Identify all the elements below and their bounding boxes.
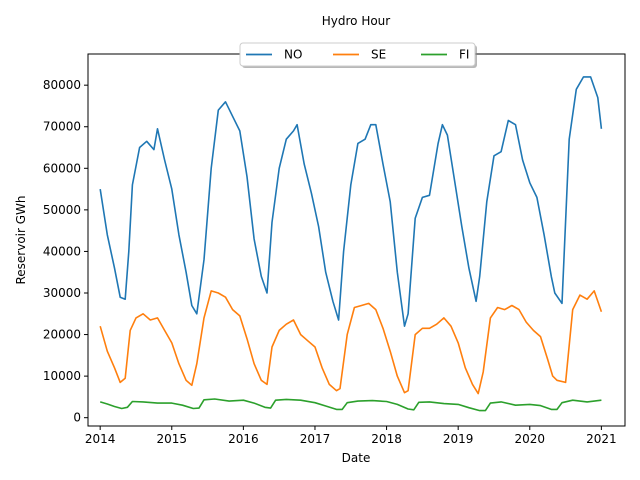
- series-layer: [99, 76, 603, 412]
- x-axis-label: Date: [342, 451, 371, 465]
- y-axis-label: Reservoir GWh: [14, 195, 28, 284]
- x-tick-label: 2014: [85, 432, 116, 446]
- legend: NO SE FI: [239, 42, 477, 68]
- y-tick-label: 60000: [43, 161, 81, 175]
- y-tick-label: 80000: [43, 78, 81, 92]
- y-tick-label: 70000: [43, 120, 81, 134]
- y-tick-label: 30000: [43, 286, 81, 300]
- x-tick-label: 2015: [156, 432, 187, 446]
- y-tick-label: 10000: [43, 369, 81, 383]
- x-tick-label: 2020: [514, 432, 545, 446]
- x-tick-label: 2017: [300, 432, 331, 446]
- legend-label-fi: FI: [459, 48, 469, 62]
- y-axis: 0 10000 20000 30000 40000 50000 60000 70000 8000…: [43, 78, 88, 425]
- y-tick-label: 0: [73, 411, 81, 425]
- y-tick-label: 20000: [43, 328, 81, 342]
- y-tick-label: 40000: [43, 244, 81, 258]
- x-tick-label: 2021: [586, 432, 617, 446]
- legend-label-no: NO: [284, 48, 302, 62]
- chart-title: Hydro Hour: [322, 14, 391, 28]
- x-axis: 2014 2015 2016 2017 2018 2019 2020 2021: [85, 426, 617, 446]
- series-line-se: [99, 290, 603, 395]
- legend-label-se: SE: [371, 48, 386, 62]
- y-tick-label: 50000: [43, 203, 81, 217]
- x-tick-label: 2019: [443, 432, 474, 446]
- series-line-no: [99, 76, 603, 327]
- x-tick-label: 2018: [371, 432, 402, 446]
- series-line-fi: [99, 398, 602, 412]
- x-tick-label: 2016: [228, 432, 259, 446]
